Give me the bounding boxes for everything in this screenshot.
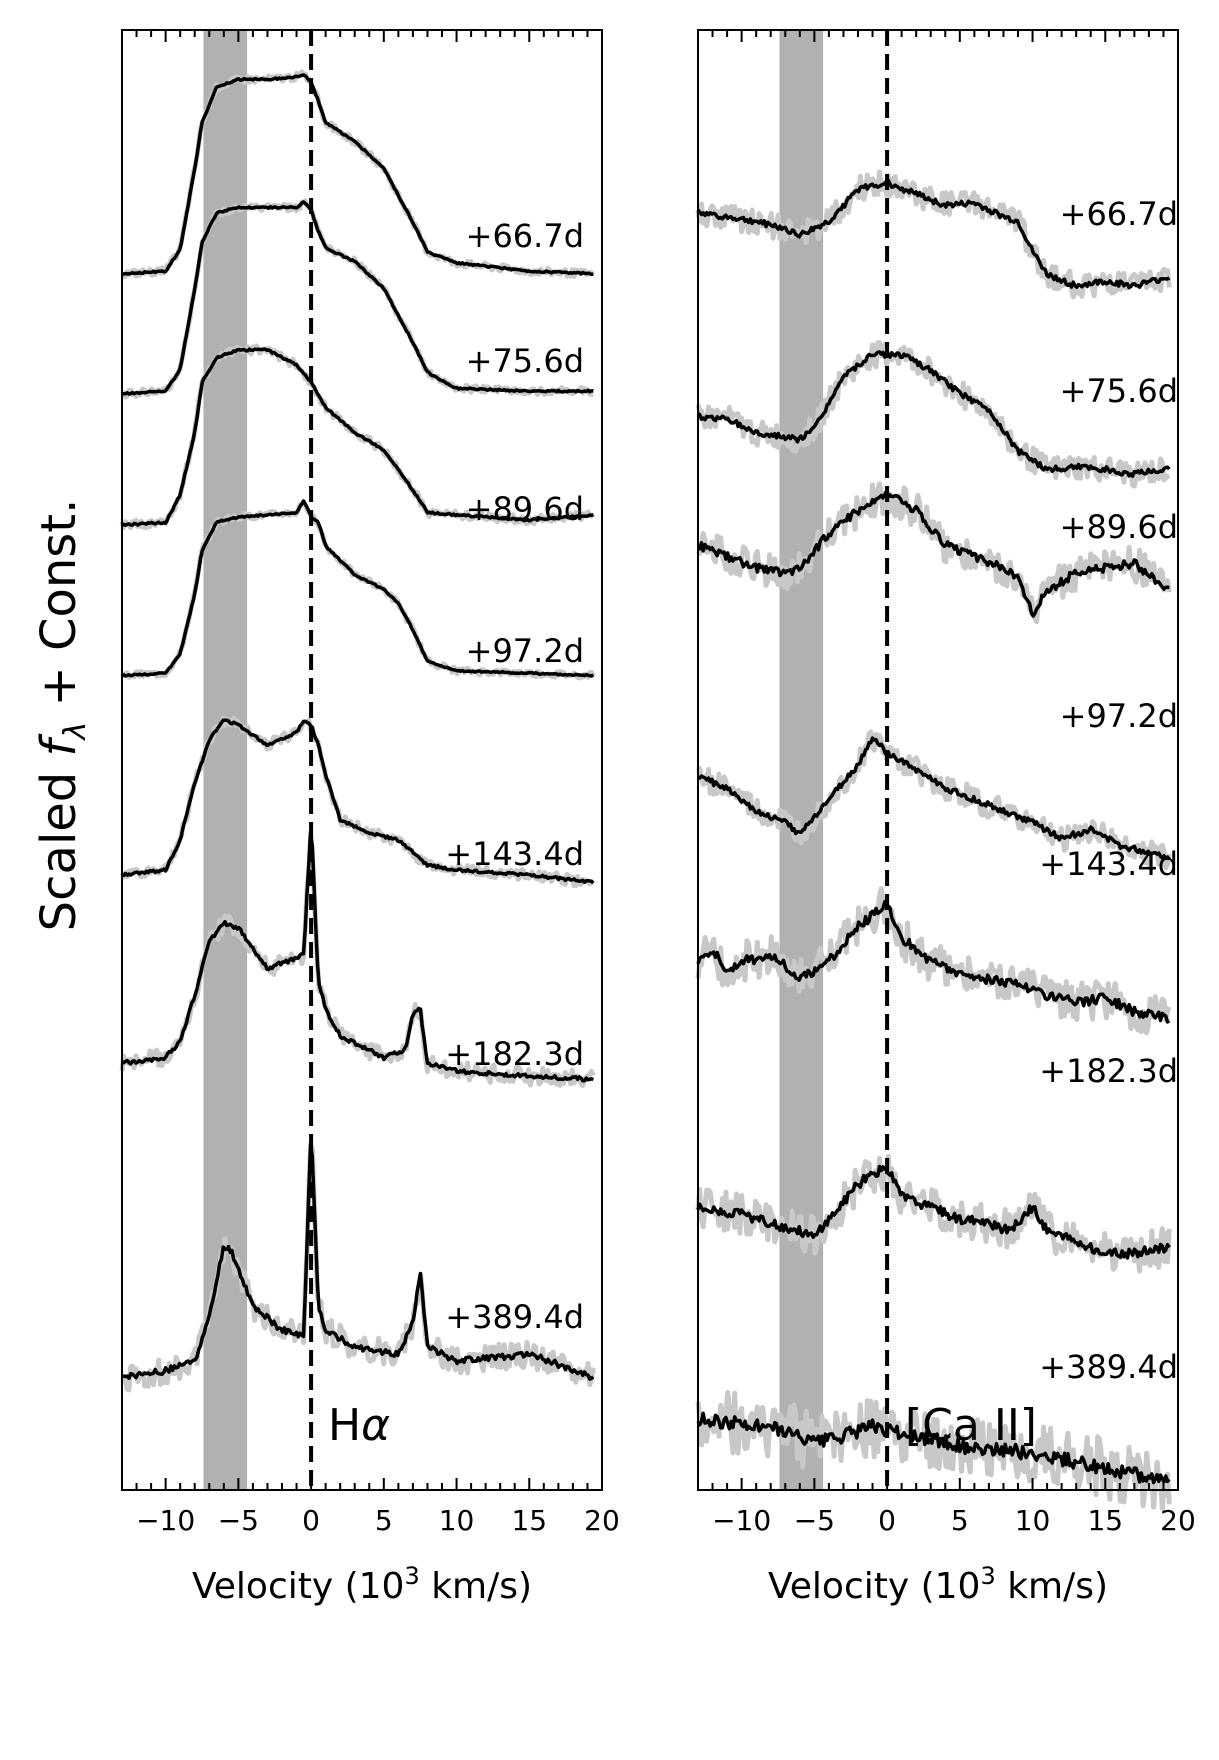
smoothed-spectrum-+66.7d [696,178,1171,290]
x-tick-label: 15 [1087,1504,1123,1537]
smoothed-spectrum-+89.6d [697,489,1170,618]
panel-ca-ii: +66.7d +75.6d +89.6d +97.2d +143.4d +182.3d +3… [695,29,1196,1607]
smoothed-spectrum-+89.6d [121,347,594,528]
epoch-label: +143.4d [445,835,584,873]
x-tick-label: −5 [794,1504,835,1537]
axes-frame [697,29,1179,1491]
x-tick-label: 10 [439,1504,475,1537]
epoch-label: +66.7d [466,217,584,255]
raw-spectrum-+66.7d [695,169,1172,300]
shaded-velocity-band [779,30,824,1490]
x-tick-label: 0 [878,1504,896,1537]
smoothed-spectrum-+97.2d [121,499,595,678]
x-tick-label: 0 [302,1504,320,1537]
line-label-ca-ii: [Ca II] [905,1400,1037,1451]
raw-spectrum-+143.4d [695,886,1172,1036]
x-tick-label: 15 [511,1504,547,1537]
x-tick-label: −10 [712,1504,771,1537]
epoch-label: +97.2d [466,632,584,670]
raw-spectrum-+89.6d [695,481,1172,625]
epoch-label: +89.6d [466,490,584,528]
epoch-labels: +66.7d +75.6d +89.6d +97.2d +143.4d +182.3d +3… [1039,195,1178,1386]
x-ticks: −10 −5 0 5 10 15 20 [121,30,620,1537]
epoch-label: +389.4d [1039,1348,1178,1386]
x-tick-label: 10 [1015,1504,1051,1537]
epoch-label: +97.2d [1060,697,1178,735]
axes-frame [121,29,603,1491]
smoothed-spectrum-+66.7d [121,73,594,277]
epoch-label: +75.6d [466,342,584,380]
raw-spectrum-+75.6d [695,340,1171,489]
epoch-label: +182.3d [445,1035,584,1073]
x-tick-label: 20 [1160,1504,1196,1537]
epoch-label: +66.7d [1060,195,1178,233]
epoch-label: +389.4d [445,1298,584,1336]
epoch-labels: +66.7d +75.6d +89.6d +97.2d +143.4d +182.3d +3… [445,217,584,1336]
epoch-label: +89.6d [1060,508,1178,546]
epoch-label: +143.4d [1039,845,1178,883]
panel-h-alpha: +66.7d +75.6d +89.6d +97.2d +143.4d +182.3d +3… [119,29,620,1607]
smoothed-spectrum-+143.4d [696,900,1171,1024]
smoothed-spectra-group [696,178,1171,1485]
x-ticks: −10 −5 0 5 10 15 20 [697,30,1196,1537]
x-axis-label: Velocity (103 km/s) [192,1562,532,1607]
smoothed-spectra-group [121,73,595,1381]
epoch-label: +75.6d [1060,372,1178,410]
smoothed-spectrum-+75.6d [121,200,594,396]
smoothed-spectrum-+182.3d [121,830,595,1083]
y-axis-label: Scaled fλ + Const. [31,499,93,932]
x-axis-label: Velocity (103 km/s) [768,1562,1108,1607]
x-tick-label: 20 [584,1504,620,1537]
x-tick-label: 5 [375,1504,393,1537]
smoothed-spectrum-+143.4d [121,718,595,885]
smoothed-spectrum-+97.2d [697,736,1171,861]
x-tick-label: 5 [951,1504,969,1537]
epoch-label: +182.3d [1039,1052,1178,1090]
x-tick-label: −10 [136,1504,195,1537]
smoothed-spectrum-+182.3d [696,1164,1171,1260]
line-label-h-alpha: Hα [328,1400,390,1451]
smoothed-spectrum-+389.4d [696,1411,1171,1485]
smoothed-spectrum-+389.4d [121,1142,595,1381]
x-tick-label: −5 [218,1504,259,1537]
smoothed-spectrum-+75.6d [697,350,1171,478]
